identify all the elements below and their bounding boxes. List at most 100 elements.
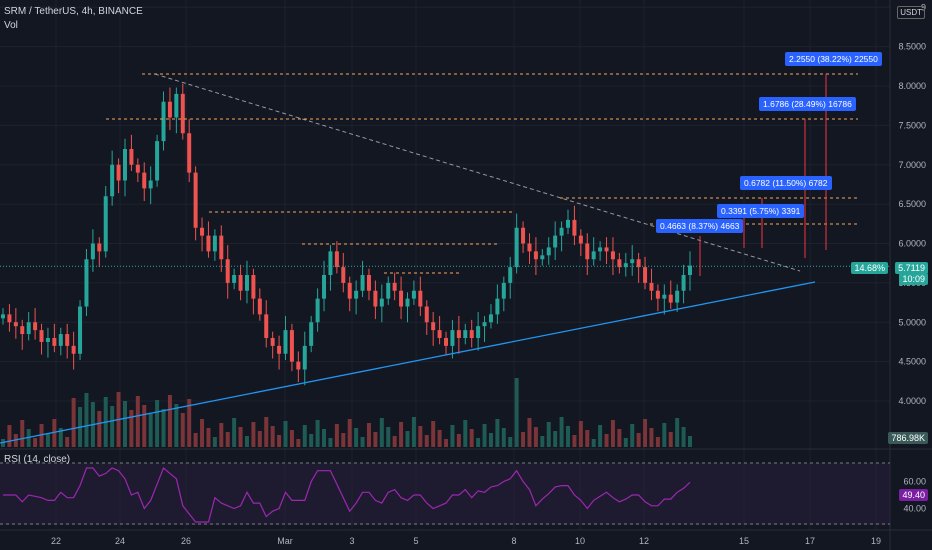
candle-body (572, 219, 577, 236)
descending-trendline (154, 73, 801, 272)
rsi-band (0, 463, 890, 525)
candle-body (553, 235, 558, 248)
candle-body (578, 235, 583, 244)
volume-bar (379, 418, 384, 447)
measure-label-5[interactable]: 0.4663 (8.37%) 4663 (656, 219, 744, 233)
volume-bar (7, 425, 12, 447)
volume-bar (463, 420, 468, 447)
volume-bar (155, 400, 160, 447)
measure-label-3[interactable]: 0.6782 (11.50%) 6782 (740, 176, 832, 190)
volume-bar (52, 419, 57, 447)
candle-body (180, 93, 185, 134)
candle-body (546, 247, 551, 256)
volume-bar (347, 419, 352, 447)
candle-body (514, 227, 519, 268)
volume-bar (328, 438, 333, 447)
volume-badge: 786.98K (888, 432, 928, 444)
candle-body (328, 251, 333, 275)
volume-bar (521, 432, 526, 447)
candle-body (559, 227, 564, 236)
candle-body (424, 306, 429, 323)
candle-body (681, 275, 686, 291)
volume-bar (161, 409, 166, 447)
candle-body (1, 314, 5, 319)
candle-body (334, 251, 339, 268)
price-tick: 6.5000 (898, 199, 926, 209)
volume-bar (630, 424, 635, 447)
price-tick: 5.0000 (898, 317, 926, 327)
time-tick: 22 (51, 536, 61, 546)
volume-bar (655, 437, 660, 447)
time-tick: 26 (181, 536, 191, 546)
volume-bar (26, 429, 31, 447)
measure-label-1[interactable]: 2.2550 (38.22%) 22550 (785, 52, 882, 66)
candle-body (225, 259, 230, 283)
candle-body (688, 265, 692, 275)
volume-bar (71, 398, 76, 447)
volume-bar (617, 429, 622, 447)
symbol-title[interactable]: SRM / TetherUS, 4h, BINANCE (4, 6, 143, 17)
volume-bar (411, 417, 416, 447)
volume-bar (681, 427, 686, 447)
candle-body (174, 93, 179, 118)
candle-body (33, 322, 38, 331)
volume-bar (386, 427, 391, 447)
volume-bar (623, 438, 628, 447)
candle-body (450, 330, 455, 346)
volume-bar (167, 395, 172, 447)
candle-body (379, 298, 384, 307)
candle-body (488, 314, 493, 323)
candle-body (476, 326, 481, 338)
candle-body (39, 330, 44, 342)
time-tick: 10 (575, 536, 585, 546)
volume-bar (366, 423, 371, 447)
candle-body (636, 259, 641, 268)
candle-body (668, 294, 673, 303)
time-tick: 12 (639, 536, 649, 546)
candle-body (533, 251, 538, 260)
volume-bar (373, 432, 378, 447)
candle-body (617, 259, 622, 268)
time-tick: 8 (511, 536, 516, 546)
last-price-badge: 5.7119 (895, 262, 928, 274)
price-tick: 9 (921, 2, 926, 12)
measure-label-4[interactable]: 0.3391 (5.75%) 3391 (717, 204, 805, 218)
candle-body (155, 141, 160, 181)
volume-bar (193, 433, 198, 447)
candle-body (289, 330, 294, 362)
volume-bar (598, 425, 603, 447)
volume-bar (122, 401, 127, 447)
measure-label-2[interactable]: 1.6786 (28.49%) 16786 (759, 97, 856, 111)
candle-body (591, 251, 596, 260)
candle-body (264, 314, 269, 338)
candle-body (257, 298, 262, 315)
volume-bar (591, 439, 596, 447)
candle-body (58, 334, 63, 346)
candle-body (122, 149, 127, 181)
candle-body (643, 267, 648, 283)
candle-body (508, 267, 513, 283)
volume-label: Vol (4, 20, 18, 31)
rsi-tick: 60.00 (903, 477, 926, 487)
volume-bar (501, 428, 506, 447)
volume-bar (45, 433, 50, 447)
volume-bar (585, 430, 590, 447)
currency-badge[interactable]: USDT (897, 6, 925, 19)
volume-bar (566, 426, 571, 447)
volume-bar (643, 419, 648, 447)
candle-body (463, 330, 468, 338)
candle-body (521, 227, 526, 244)
volume-bar (572, 435, 577, 447)
candle-body (405, 298, 410, 307)
price-tick: 4.5000 (898, 357, 926, 367)
volume-bar (450, 425, 455, 447)
volume-bar (405, 431, 410, 447)
candle-body (71, 345, 76, 354)
candle-body (444, 338, 449, 346)
volume-bar (315, 420, 320, 447)
volume-bar (578, 421, 583, 447)
volume-bar (360, 437, 365, 447)
time-tick: 15 (739, 536, 749, 546)
candle-body (200, 227, 205, 236)
